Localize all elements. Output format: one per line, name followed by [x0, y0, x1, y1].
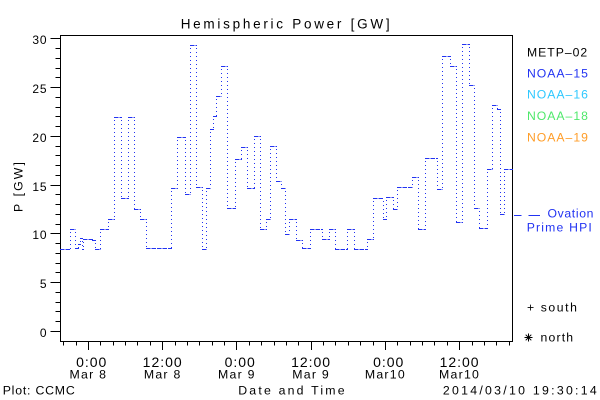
svg-text:Plot: CCMC: Plot: CCMC	[3, 383, 76, 397]
svg-text:Prime HPI: Prime HPI	[527, 221, 593, 235]
svg-text:20: 20	[32, 131, 47, 145]
svg-text:NOAA–15: NOAA–15	[527, 67, 589, 81]
svg-text:5: 5	[40, 277, 48, 291]
svg-text:Date and Time: Date and Time	[238, 383, 347, 397]
svg-text:12:00: 12:00	[440, 354, 480, 370]
svg-text:Mar10: Mar10	[439, 368, 480, 382]
svg-text:Mar10: Mar10	[365, 368, 406, 382]
svg-text:Mar 8: Mar 8	[70, 368, 108, 382]
svg-text:METP–02: METP–02	[527, 46, 588, 60]
svg-text:0:00: 0:00	[76, 354, 107, 370]
svg-text:10: 10	[32, 228, 47, 242]
svg-text:P [GW]: P [GW]	[11, 160, 25, 212]
svg-text:Hemispheric Power [GW]: Hemispheric Power [GW]	[181, 16, 393, 31]
svg-text:+ south: + south	[527, 301, 579, 315]
svg-text:2014/03/10 19:30:14: 2014/03/10 19:30:14	[443, 383, 599, 397]
svg-text:Ovation: Ovation	[548, 207, 595, 221]
svg-text:Mar 9: Mar 9	[218, 368, 256, 382]
svg-text:12:00: 12:00	[291, 354, 331, 370]
svg-text:north: north	[541, 331, 575, 345]
svg-text:NOAA–19: NOAA–19	[527, 131, 589, 145]
svg-text:Mar 8: Mar 8	[144, 368, 182, 382]
svg-text:12:00: 12:00	[143, 354, 183, 370]
svg-text:NOAA–16: NOAA–16	[527, 88, 589, 102]
svg-text:0:00: 0:00	[225, 354, 256, 370]
svg-text:25: 25	[32, 82, 47, 96]
svg-text:30: 30	[32, 33, 47, 47]
svg-text:0: 0	[40, 326, 48, 340]
svg-text:NOAA–18: NOAA–18	[527, 109, 589, 123]
svg-text:15: 15	[32, 180, 47, 194]
svg-text:0:00: 0:00	[373, 354, 404, 370]
svg-text:Mar 9: Mar 9	[292, 368, 330, 382]
